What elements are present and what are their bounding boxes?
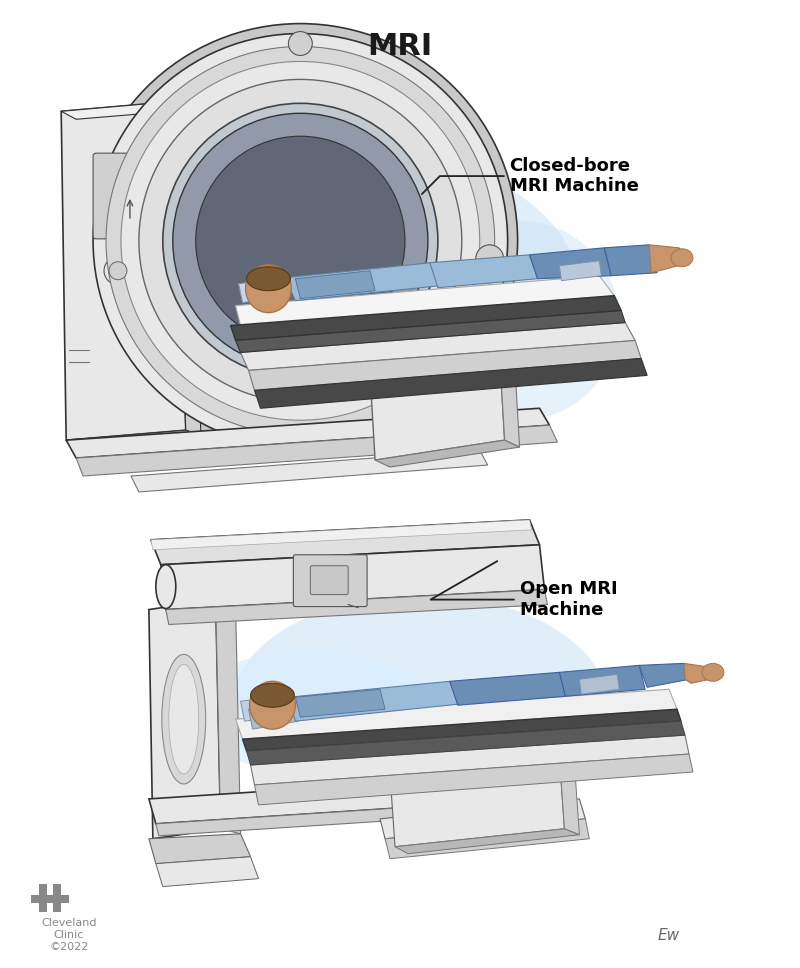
Polygon shape [230, 295, 622, 341]
Ellipse shape [250, 681, 295, 729]
Polygon shape [156, 799, 542, 835]
Polygon shape [216, 599, 241, 833]
Polygon shape [66, 408, 550, 458]
Polygon shape [186, 130, 221, 355]
Polygon shape [151, 520, 539, 564]
Polygon shape [61, 102, 186, 440]
Polygon shape [430, 255, 538, 287]
Polygon shape [286, 262, 440, 301]
Ellipse shape [250, 683, 294, 708]
Polygon shape [530, 248, 611, 279]
Ellipse shape [702, 663, 724, 681]
Circle shape [476, 245, 504, 273]
Polygon shape [235, 689, 677, 740]
Polygon shape [151, 520, 531, 550]
Polygon shape [149, 833, 250, 863]
Polygon shape [559, 757, 579, 834]
Polygon shape [238, 278, 290, 303]
Polygon shape [395, 829, 579, 854]
Polygon shape [295, 271, 375, 299]
Polygon shape [241, 322, 635, 371]
Polygon shape [250, 735, 689, 785]
Polygon shape [684, 663, 719, 683]
Circle shape [288, 32, 312, 55]
Polygon shape [61, 102, 196, 119]
Polygon shape [249, 702, 298, 729]
Polygon shape [450, 673, 566, 706]
Polygon shape [559, 665, 645, 696]
Polygon shape [288, 681, 458, 721]
Ellipse shape [420, 221, 619, 420]
Circle shape [173, 113, 428, 369]
Circle shape [93, 34, 508, 448]
Polygon shape [235, 311, 626, 352]
Circle shape [196, 136, 405, 346]
Text: Open MRI
Machine: Open MRI Machine [430, 561, 618, 619]
Circle shape [163, 104, 438, 378]
Text: Ew: Ew [658, 928, 680, 944]
Polygon shape [242, 710, 681, 751]
Polygon shape [161, 545, 545, 610]
Polygon shape [166, 590, 547, 624]
Ellipse shape [169, 664, 198, 774]
Ellipse shape [671, 249, 693, 267]
Polygon shape [295, 689, 385, 717]
Polygon shape [176, 102, 201, 436]
Circle shape [104, 257, 132, 285]
FancyBboxPatch shape [93, 153, 167, 239]
Circle shape [83, 23, 518, 458]
Polygon shape [375, 440, 519, 467]
Polygon shape [249, 341, 641, 390]
Polygon shape [604, 245, 657, 276]
Ellipse shape [162, 654, 206, 784]
Polygon shape [76, 425, 558, 476]
Bar [39, 884, 47, 912]
Ellipse shape [246, 267, 290, 290]
Polygon shape [380, 799, 586, 838]
Text: Closed-bore
MRI Machine: Closed-bore MRI Machine [422, 157, 638, 196]
Polygon shape [246, 721, 685, 765]
FancyBboxPatch shape [310, 565, 348, 594]
Polygon shape [579, 675, 619, 694]
Bar [54, 884, 61, 912]
Polygon shape [254, 358, 647, 408]
Circle shape [139, 79, 462, 403]
Text: Cleveland
Clinic
©2022: Cleveland Clinic ©2022 [42, 919, 97, 952]
Ellipse shape [181, 651, 440, 771]
Polygon shape [639, 663, 689, 687]
Polygon shape [156, 857, 258, 887]
Text: MRI: MRI [367, 32, 433, 61]
Polygon shape [149, 774, 538, 824]
Polygon shape [235, 276, 614, 325]
Ellipse shape [230, 594, 610, 824]
Polygon shape [149, 599, 221, 838]
FancyBboxPatch shape [294, 555, 367, 607]
Circle shape [109, 261, 127, 280]
Polygon shape [66, 430, 201, 445]
Polygon shape [254, 754, 693, 804]
Polygon shape [131, 450, 488, 492]
Polygon shape [370, 355, 505, 460]
Bar [31, 894, 55, 902]
Polygon shape [500, 355, 519, 447]
Circle shape [121, 62, 480, 420]
Bar [46, 894, 69, 902]
Polygon shape [649, 245, 689, 273]
Polygon shape [241, 695, 292, 721]
Ellipse shape [156, 564, 176, 609]
Polygon shape [559, 260, 602, 281]
Circle shape [106, 46, 494, 436]
Ellipse shape [101, 146, 579, 436]
Polygon shape [385, 819, 590, 859]
Polygon shape [390, 757, 565, 847]
Ellipse shape [246, 265, 291, 313]
